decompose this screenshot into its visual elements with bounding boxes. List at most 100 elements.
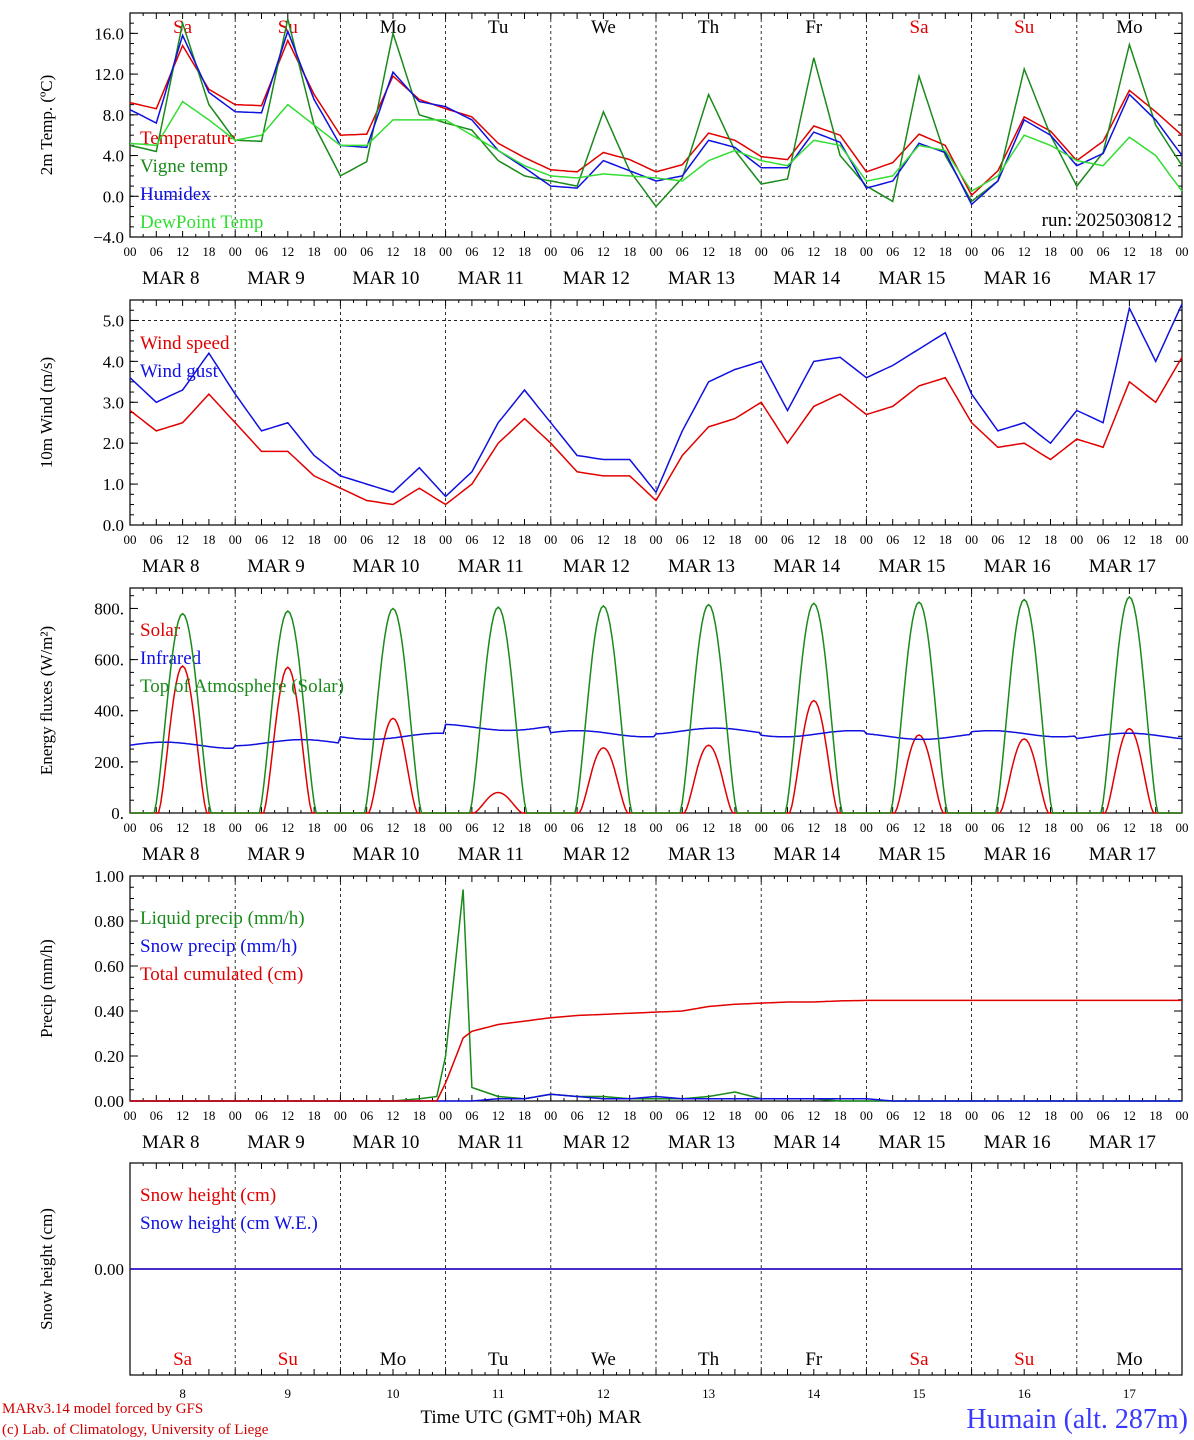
date-label: MAR 14 xyxy=(773,1132,841,1153)
legend-entry: Liquid precip (mm/h) xyxy=(140,908,305,929)
hour-label: 18 xyxy=(518,1108,531,1123)
hour-label: 00 xyxy=(229,532,242,547)
hour-label: 12 xyxy=(702,244,715,259)
hour-label: 06 xyxy=(1097,820,1111,835)
hour-label: 18 xyxy=(834,532,847,547)
hour-label: 18 xyxy=(1149,532,1162,547)
y-tick-label: 2.0 xyxy=(103,434,124,453)
hour-label: 00 xyxy=(650,820,663,835)
series-line-1 xyxy=(129,356,1183,506)
hour-label: 06 xyxy=(781,532,795,547)
date-label: MAR 12 xyxy=(563,556,630,577)
hour-label: 18 xyxy=(939,1108,952,1123)
y-tick-label: 1.0 xyxy=(103,475,124,494)
hour-label: 18 xyxy=(413,532,426,547)
weekday-label: Fr xyxy=(805,17,823,38)
series-line-2 xyxy=(129,723,1183,750)
hour-label: 06 xyxy=(886,244,900,259)
day-number: 10 xyxy=(387,1386,400,1401)
hour-label: 06 xyxy=(150,244,164,259)
hour-label: 00 xyxy=(1176,532,1189,547)
legend-entry: Top of Atmosphere (Solar) xyxy=(140,676,344,697)
y-tick-label: 0.00 xyxy=(94,1092,124,1111)
panel-2: 0.0 1.0 2.0 3.0 4.0 5.0 10m Wind (m/s) 00 06 12 18… xyxy=(37,299,1189,577)
hour-label: 00 xyxy=(439,820,452,835)
hour-label: 00 xyxy=(650,1108,663,1123)
hour-label: 12 xyxy=(281,244,294,259)
hour-label: 18 xyxy=(413,244,426,259)
hour-label: 18 xyxy=(202,820,215,835)
weekday-label: Tu xyxy=(488,1349,509,1370)
y-tick-label: 400. xyxy=(94,702,124,721)
hour-label: 06 xyxy=(991,820,1005,835)
hour-label: 06 xyxy=(1097,532,1111,547)
hour-label: 06 xyxy=(1097,1108,1111,1123)
legend-entry: Snow height (cm W.E.) xyxy=(140,1213,318,1234)
hour-label: 18 xyxy=(623,244,636,259)
date-label: MAR 11 xyxy=(458,556,524,577)
panel-4: 0.00 0.20 0.40 0.60 0.80 1.00 Precip (mm/h) 00 0… xyxy=(37,867,1189,1153)
y-tick-label: 4.0 xyxy=(103,147,124,166)
hour-label: 12 xyxy=(1018,820,1031,835)
hour-label: 12 xyxy=(492,820,505,835)
date-label: MAR 10 xyxy=(352,844,419,865)
date-label: MAR 16 xyxy=(984,556,1051,577)
series-line-3 xyxy=(130,999,1182,1102)
hour-label: 12 xyxy=(702,532,715,547)
hour-label: 06 xyxy=(255,820,269,835)
date-label: MAR 13 xyxy=(668,268,735,289)
hour-label: 18 xyxy=(728,244,741,259)
hour-label: 18 xyxy=(1044,820,1057,835)
hour-label: 00 xyxy=(124,532,137,547)
hour-label: 00 xyxy=(124,244,137,259)
day-number: 11 xyxy=(492,1386,505,1401)
hour-label: 18 xyxy=(413,820,426,835)
weekday-label: Sa xyxy=(173,17,193,38)
hour-label: 00 xyxy=(124,820,137,835)
y-tick-label: 4.0 xyxy=(103,352,124,371)
hour-label: 18 xyxy=(202,532,215,547)
weekday-label: Sa xyxy=(910,1349,930,1370)
hour-label: 12 xyxy=(176,244,189,259)
hour-label: 06 xyxy=(781,820,795,835)
date-label: MAR 15 xyxy=(878,268,945,289)
hour-label: 12 xyxy=(597,1108,610,1123)
day-number: 9 xyxy=(285,1386,292,1401)
hour-label: 06 xyxy=(465,820,479,835)
hour-label: 18 xyxy=(308,820,321,835)
hour-label: 12 xyxy=(492,244,505,259)
hour-label: 00 xyxy=(124,1108,137,1123)
hour-label: 00 xyxy=(860,244,873,259)
hour-label: 12 xyxy=(176,1108,189,1123)
date-label: MAR 14 xyxy=(773,556,841,577)
hour-label: 00 xyxy=(1070,244,1083,259)
weekday-label: Sa xyxy=(910,17,930,38)
hour-label: 12 xyxy=(702,1108,715,1123)
y-axis-label: Snow height (cm) xyxy=(37,1208,56,1330)
y-tick-label: 0.00 xyxy=(94,1260,124,1279)
hour-label: 00 xyxy=(1176,244,1189,259)
date-label: MAR 15 xyxy=(878,844,945,865)
weekday-label: We xyxy=(591,1349,616,1370)
date-label: MAR 16 xyxy=(984,268,1051,289)
date-label: MAR 16 xyxy=(984,1132,1051,1153)
hour-label: 06 xyxy=(781,1108,795,1123)
hour-label: 00 xyxy=(755,532,768,547)
hour-label: 18 xyxy=(518,532,531,547)
plot-frame xyxy=(129,12,1183,238)
hour-label: 06 xyxy=(255,532,269,547)
hour-label: 12 xyxy=(1018,1108,1031,1123)
y-axis-label: 2m Temp. (ºC) xyxy=(37,75,56,176)
hour-label: 00 xyxy=(334,532,347,547)
hour-label: 18 xyxy=(939,820,952,835)
day-number: 16 xyxy=(1018,1386,1032,1401)
weekday-label: Mo xyxy=(380,17,406,38)
date-label: MAR 8 xyxy=(142,1132,200,1153)
hour-label: 12 xyxy=(807,532,820,547)
hour-label: 06 xyxy=(255,1108,269,1123)
day-number: 8 xyxy=(179,1386,186,1401)
hour-label: 06 xyxy=(991,1108,1005,1123)
y-tick-label: 12.0 xyxy=(94,65,124,84)
weekday-label: Sa xyxy=(173,1349,193,1370)
